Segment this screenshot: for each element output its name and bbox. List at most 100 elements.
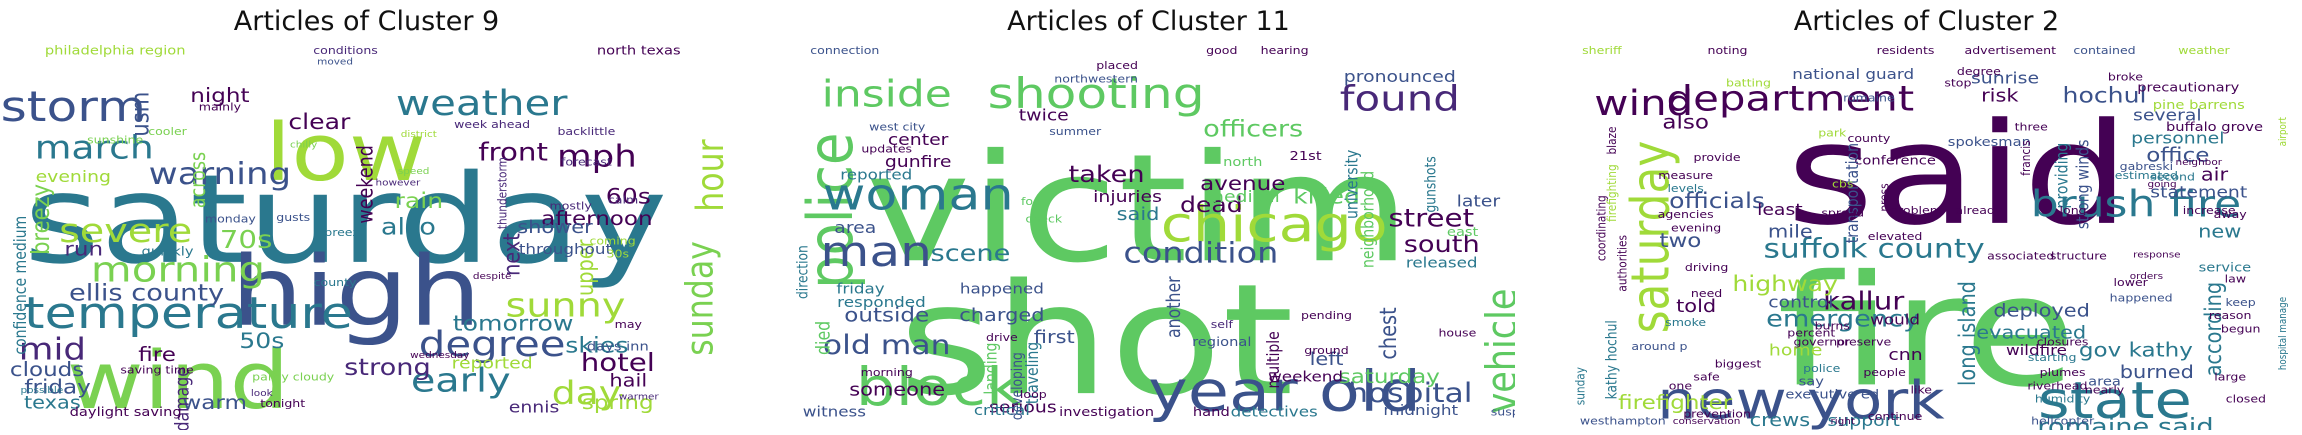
cloud-word: hotel: [581, 349, 655, 377]
panel-title: Articles of Cluster 11: [1007, 6, 1290, 37]
cloud-word: man: [820, 227, 932, 276]
cloud-word: officers: [1203, 115, 1303, 141]
cloud-word: neighborhood: [1358, 171, 1378, 268]
cloud-word: continue: [1868, 410, 1923, 423]
cloud-word: friday: [24, 376, 90, 399]
cloud-word: twice: [1019, 107, 1069, 125]
cloud-word: neighbor: [2175, 158, 2222, 168]
cloud-word: foot: [1021, 195, 1046, 208]
cloud-word: evening: [36, 168, 111, 186]
cloud-word: 50s: [239, 329, 284, 354]
cloud-word: precautionary: [2137, 81, 2239, 96]
cloud-word: fire: [138, 344, 176, 367]
cloud-word: stop: [1944, 77, 1971, 90]
cloud-word: investigation: [1059, 405, 1154, 420]
cloud-word: 21st: [1290, 149, 1322, 164]
cloud-word: avenue: [1200, 173, 1285, 196]
cloud-word: police: [793, 133, 867, 289]
cloud-word: closed: [2226, 392, 2266, 405]
cloud-word: mph: [557, 139, 637, 174]
cloud-word: biggest: [1715, 357, 1762, 370]
cloud-word: injuries: [1093, 188, 1162, 206]
cloud-word: elevated: [1868, 230, 1923, 243]
cloud-word: conditions: [313, 44, 378, 57]
cloud-word: starting: [2028, 351, 2077, 364]
cloud-word: street: [1388, 204, 1474, 232]
cloud-word: pronounced: [1344, 68, 1456, 86]
cloud-word: look: [251, 389, 273, 399]
cloud-word: least: [1757, 202, 1803, 220]
cloud-word: university: [1342, 150, 1362, 219]
cloud-word: weather: [2178, 44, 2230, 57]
cloud-word: burns: [1815, 320, 1850, 333]
cloud-word: week ahead: [454, 118, 530, 131]
cloud-word: clouds: [10, 359, 84, 382]
cloud-word: hearing: [1261, 44, 1309, 57]
cloud-word: area: [834, 219, 876, 237]
cloud-word: law: [2225, 272, 2246, 285]
cloud-word: strong: [344, 354, 431, 380]
cloud-word: coming: [589, 235, 635, 248]
cloud-word: condition: [1123, 237, 1278, 270]
cloud-word: shot: [898, 251, 1294, 430]
cloud-word: suspect: [1491, 406, 1515, 419]
cloud-word: kallur: [1823, 288, 1905, 316]
cloud-word: risk: [1981, 85, 2019, 106]
cloud-word: romaine said: [2037, 414, 2213, 430]
cloud-word: found: [1340, 79, 1460, 120]
cloud-word: conservation: [1673, 417, 1741, 427]
cloud-word: pine barrens: [2153, 98, 2245, 113]
cloud-word: said: [1117, 204, 1160, 225]
cloud-word: updates: [861, 142, 912, 155]
panel-title: Articles of Cluster 2: [1793, 6, 2060, 37]
cloud-word: connection: [810, 44, 879, 57]
cloud-word: storm: [1, 82, 146, 131]
cloud-word: romaine: [1843, 92, 1895, 105]
cloud-word: reported: [840, 167, 912, 183]
cloud-word: executive ed: [1785, 388, 1879, 403]
cloud-word: quickly: [142, 245, 194, 260]
cloud-word: hospital: [1348, 378, 1472, 409]
cloud-word: warmer: [619, 392, 659, 402]
cloud-word: long island: [1954, 281, 1981, 386]
cloud-word: north: [1223, 155, 1262, 170]
cloud-word: national guard: [1792, 66, 1914, 82]
cloud-word: multiple: [1264, 331, 1284, 388]
cloud-word: 30s: [607, 248, 630, 261]
cloud-word: ellis county: [69, 279, 224, 305]
cloud-word: residents: [1877, 44, 1935, 57]
cloud-word: service: [2199, 260, 2251, 275]
cloud-word: taken: [1069, 161, 1145, 187]
cloud-word: sunrise: [1971, 70, 2039, 88]
cloud-word: possible: [20, 386, 63, 396]
cloud-word: governor: [1794, 335, 1851, 348]
cloud-word: low: [265, 106, 426, 199]
cloud-word: landing: [981, 343, 1001, 395]
cloud-word: riverhead: [2027, 379, 2087, 392]
cloud-word: nearly: [2085, 384, 2125, 397]
cloud-word: one: [1669, 379, 1692, 392]
cloud-word: long: [2060, 204, 2087, 217]
cloud-word: chilly: [290, 140, 318, 150]
cloud-word: provide: [1694, 151, 1741, 164]
cloud-word: home: [1769, 342, 1822, 360]
cloud-word: plumes: [2040, 366, 2086, 379]
cloud-word: according: [2200, 282, 2227, 377]
cloud-word: partly cloudy: [252, 371, 334, 384]
cloud-word: good: [1206, 44, 1237, 57]
cloud-word: francis: [2018, 140, 2033, 175]
cloud-word: humidity: [2035, 392, 2091, 405]
cloud-word: safe: [1693, 371, 1719, 384]
cloud-word: afternoon: [541, 208, 652, 231]
cloud-word: warning: [149, 157, 292, 192]
cloud-word: skies: [565, 333, 628, 358]
cloud-word: northwestern: [1054, 72, 1138, 85]
cloud-word: spread: [1821, 207, 1864, 220]
cloud-word: thunderstorm: [494, 157, 509, 229]
cloud-word: cnn: [1888, 346, 1922, 364]
cloud-word: scene: [931, 240, 1011, 266]
cloud-word: ennis: [509, 399, 560, 417]
cloud-word: warm: [182, 392, 246, 415]
cloud-word: medical: [1206, 188, 1280, 206]
